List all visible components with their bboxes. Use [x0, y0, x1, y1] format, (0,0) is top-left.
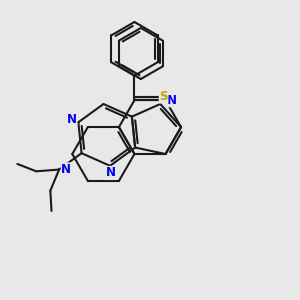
Text: N: N — [61, 163, 71, 176]
Text: N: N — [106, 167, 116, 179]
Text: N: N — [67, 113, 77, 126]
Text: S: S — [159, 90, 168, 103]
Text: N: N — [167, 94, 176, 107]
